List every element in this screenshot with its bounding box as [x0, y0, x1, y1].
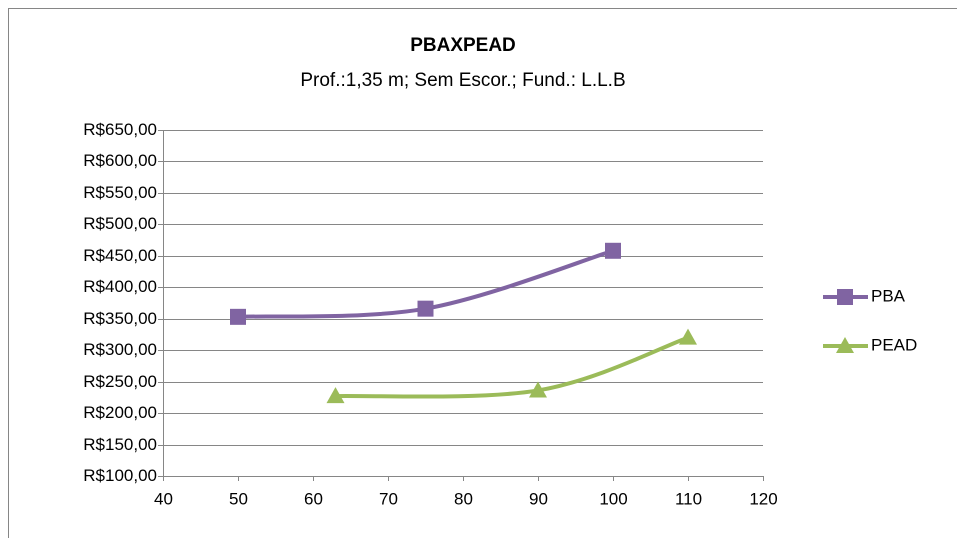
x-tick-label: 90	[529, 489, 548, 508]
y-tick-label: R$200,00	[83, 403, 157, 422]
y-tick-label: R$650,00	[83, 120, 157, 139]
marker	[326, 387, 345, 404]
y-tick-label: R$400,00	[83, 277, 157, 296]
legend-marker	[837, 289, 853, 305]
legend-label: PEAD	[871, 335, 917, 354]
legend-marker	[836, 337, 854, 353]
y-tick-label: R$100,00	[83, 466, 157, 485]
marker	[417, 300, 434, 317]
chart-title: PBAXPEAD	[410, 35, 516, 56]
x-tick-label: 100	[599, 489, 627, 508]
x-tick-label: 110	[675, 489, 702, 508]
x-tick-label: 50	[229, 489, 248, 508]
y-tick-label: R$350,00	[83, 309, 157, 328]
chart-subtitle: Prof.:1,35 m; Sem Escor.; Fund.: L.L.B	[300, 70, 625, 91]
x-tick-label: 60	[304, 489, 323, 508]
x-tick-label: 80	[454, 489, 473, 508]
x-tick-label: 120	[749, 489, 777, 508]
marker	[605, 242, 621, 259]
chart-border	[8, 8, 957, 538]
legend-label: PBA	[871, 286, 906, 305]
y-tick-label: R$150,00	[83, 435, 157, 454]
y-tick-label: R$600,00	[83, 151, 157, 170]
x-tick-label: 40	[154, 489, 173, 508]
y-tick-label: R$500,00	[83, 214, 157, 233]
y-tick-label: R$250,00	[83, 372, 157, 391]
y-tick-label: R$550,00	[83, 183, 157, 202]
y-tick-label: R$300,00	[83, 340, 157, 359]
y-tick-label: R$450,00	[83, 246, 157, 265]
marker	[230, 308, 246, 325]
x-tick-label: 70	[379, 489, 398, 508]
marker	[529, 381, 547, 398]
marker	[679, 328, 697, 345]
